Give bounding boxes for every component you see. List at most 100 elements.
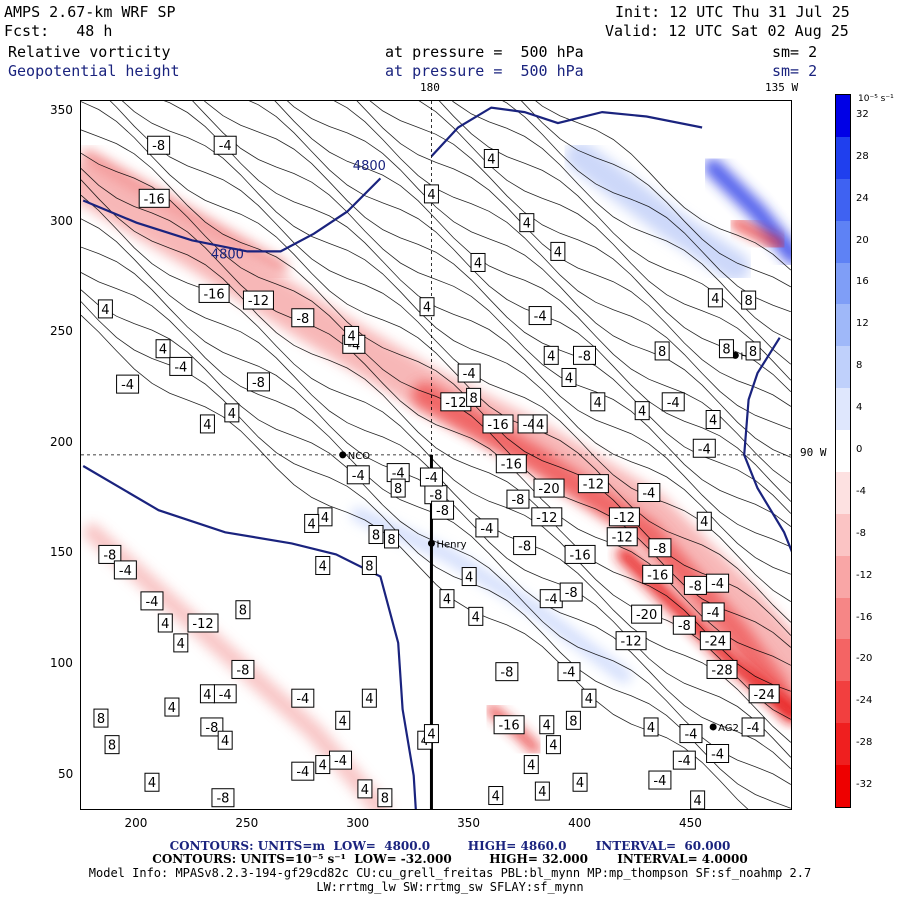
contour-label: -24	[699, 631, 731, 651]
contour-label: 8	[235, 600, 251, 620]
contour-label: 4	[335, 710, 351, 730]
y-tick-label: 300	[50, 213, 73, 228]
contour-label: 8	[104, 735, 120, 755]
colorbar-segment	[836, 765, 850, 808]
contour-label: 4	[545, 735, 561, 755]
y-tick-label: 100	[50, 656, 73, 671]
contour-label: -4	[140, 591, 164, 611]
x-tick-label: 400	[568, 816, 591, 830]
contour-label: -4	[475, 518, 499, 538]
contour-label-box	[113, 560, 137, 580]
station-marker	[709, 723, 717, 731]
vorticity-contour-line	[502, 101, 791, 313]
contour-label-text: 8	[658, 345, 666, 360]
contour-label: 4	[173, 633, 189, 653]
contour-label-text: 4	[347, 329, 355, 344]
contour-label: 4	[164, 697, 180, 717]
contour-label: 4	[439, 589, 455, 609]
footer-model-info-2: LW:rrtmg_lw SW:rrtmg_sw SFLAY:sf_mynn	[316, 880, 584, 894]
x-tick-label: 450	[678, 816, 702, 830]
contour-label: 8	[654, 341, 670, 361]
contour-label: -12	[242, 290, 274, 310]
contour-label-text: -4	[562, 666, 575, 681]
contour-label-text: 8	[722, 343, 730, 358]
contour-label: -20	[533, 478, 565, 498]
colorbar-segment	[836, 304, 850, 347]
contour-label: -8	[246, 372, 270, 392]
contour-label: -4	[457, 363, 481, 383]
vorticity-contour-line	[203, 101, 791, 514]
contour-label: 4	[144, 772, 160, 792]
contour-label: 4	[634, 401, 650, 421]
contour-label-text: -4	[334, 754, 347, 769]
y-tick-label: 250	[50, 324, 73, 339]
contour-label: -4	[528, 306, 552, 326]
contour-label-text: 4	[319, 759, 327, 774]
contour-label: -8	[495, 662, 519, 682]
contour-label-text: -20	[636, 608, 657, 623]
shade-band-south	[83, 523, 390, 809]
contour-label-text: 4	[168, 701, 176, 716]
contour-label-text: 4	[474, 256, 482, 271]
colorbar-segment	[836, 262, 850, 305]
contour-label-box	[104, 735, 120, 755]
contour-label: 4	[423, 184, 439, 204]
contour-label: 4	[224, 403, 240, 423]
contour-label-text: 4	[647, 721, 655, 736]
contour-label: -4	[291, 688, 315, 708]
colorbar-tick-label: -16	[856, 611, 873, 623]
contour-label: 4	[357, 779, 373, 799]
contour-label-text: -16	[203, 287, 224, 302]
colorbar-tick-label: 0	[856, 444, 863, 455]
contour-label-text: 8	[108, 739, 116, 754]
contour-label: 8	[361, 555, 377, 575]
contour-label-text: 4	[700, 515, 708, 530]
contour-label-text: -4	[711, 577, 724, 592]
colorbar-tick-label: 24	[856, 192, 869, 204]
contour-label-box	[707, 288, 723, 308]
y-tick-label: 50	[58, 766, 74, 781]
contour-label-box	[495, 454, 527, 474]
contour-label-box	[419, 467, 443, 487]
contour-label-box	[679, 724, 703, 744]
contour-label-text: -8	[565, 586, 578, 601]
contour-label-text: -8	[518, 540, 531, 555]
contour-label-box	[457, 363, 481, 383]
contour-label: -4	[741, 717, 765, 737]
height-line-4800-west	[82, 177, 382, 253]
colorbar-tick-label: 20	[856, 234, 869, 246]
contour-label-text: 8	[469, 391, 477, 406]
contour-label-text: 4	[365, 692, 373, 707]
contour-label-text: -16	[498, 719, 519, 734]
contour-label-text: -16	[569, 548, 590, 563]
height-label: 4800	[353, 159, 386, 174]
contour-label: -8	[424, 485, 448, 505]
contour-label-text: 4	[594, 396, 602, 411]
contour-label-text: -8	[436, 504, 449, 519]
contour-label: -4	[706, 743, 730, 763]
vorticity-contour-line	[418, 101, 791, 381]
height-line-south	[82, 465, 417, 809]
contour-label: 4	[690, 790, 706, 809]
contour-label-box	[200, 717, 224, 737]
contour-label: -8	[211, 788, 235, 808]
colorbar-segment	[836, 597, 850, 640]
contour-label-box	[155, 339, 171, 359]
contour-label: -4	[386, 463, 410, 483]
contour-label: 4	[707, 288, 723, 308]
station-label: AG2	[718, 723, 739, 734]
contour-label: -8	[683, 575, 707, 595]
contour-label: -8	[231, 659, 255, 679]
colorbar-tick-label: 28	[856, 150, 869, 162]
contour-label-box	[495, 662, 519, 682]
forecast-hour: Fcst: 48 h	[4, 22, 113, 40]
shade-band-core	[411, 382, 791, 723]
contour-label: -8	[559, 582, 583, 602]
contour-label-box	[144, 772, 160, 792]
contour-label-box	[315, 555, 331, 575]
contour-label-box	[557, 662, 581, 682]
contour-label: 8	[466, 387, 482, 407]
contour-label-box	[335, 710, 351, 730]
contour-label-text: 4	[709, 414, 717, 429]
contour-label-text: -4	[678, 754, 691, 769]
